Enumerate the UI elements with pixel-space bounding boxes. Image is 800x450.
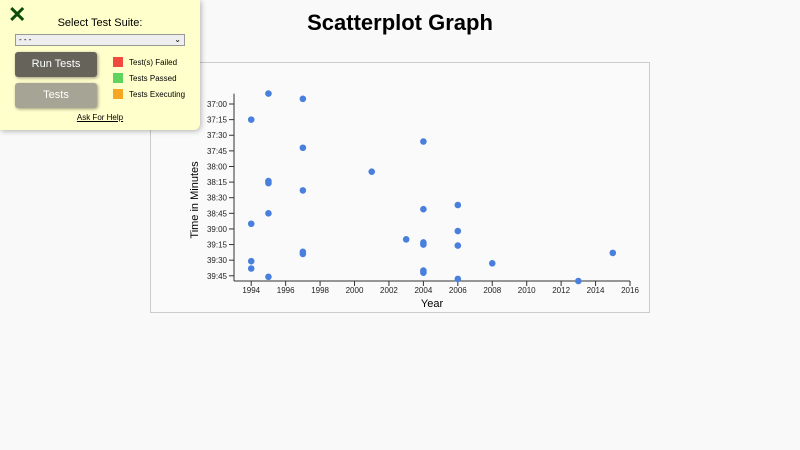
y-tick-label: 39:45 xyxy=(207,272,228,281)
dot[interactable] xyxy=(420,138,427,145)
legend-label: Test(s) Failed xyxy=(129,57,178,67)
x-axis-label: Year xyxy=(421,298,444,310)
y-tick-label: 39:15 xyxy=(207,241,228,250)
y-tick-label: 38:15 xyxy=(207,178,228,187)
x-tick-label: 2010 xyxy=(518,286,536,295)
y-tick: 37:00 xyxy=(207,100,234,109)
y-tick-label: 37:30 xyxy=(207,131,228,140)
legend-label: Tests Passed xyxy=(129,73,177,83)
x-tick: 2006 xyxy=(449,281,467,295)
dot[interactable] xyxy=(299,95,307,103)
x-tick: 1998 xyxy=(311,281,330,295)
chevron-down-icon: ⌄ xyxy=(174,35,181,44)
x-tick-label: 2002 xyxy=(380,286,398,295)
dot[interactable] xyxy=(454,201,462,209)
x-tick: 1994 xyxy=(242,281,261,295)
page-title: Scatterplot Graph xyxy=(307,10,493,35)
y-tick: 39:00 xyxy=(207,225,234,234)
failed-swatch xyxy=(113,57,123,67)
x-tick: 2002 xyxy=(380,281,398,295)
x-tick-label: 2012 xyxy=(552,286,570,295)
dot[interactable] xyxy=(609,249,617,257)
y-tick: 37:15 xyxy=(207,116,234,125)
y-tick-label: 38:45 xyxy=(207,209,228,218)
x-tick: 2000 xyxy=(346,281,364,295)
y-tick-label: 38:00 xyxy=(207,162,228,171)
x-tick-label: 2016 xyxy=(621,286,639,295)
dot[interactable] xyxy=(247,257,255,265)
legend-executing: Tests Executing xyxy=(113,89,185,99)
y-tick-label: 38:30 xyxy=(207,194,228,203)
x-tick: 2004 xyxy=(414,281,433,295)
dot[interactable] xyxy=(247,265,255,272)
x-tick-label: 2004 xyxy=(414,286,432,295)
y-tick: 38:45 xyxy=(207,209,234,218)
run-tests-button[interactable]: Run Tests xyxy=(15,52,97,77)
y-tick-label: 37:15 xyxy=(207,116,228,125)
y-tick: 37:45 xyxy=(207,147,234,156)
y-tick-label: 37:00 xyxy=(207,100,228,109)
test-suite-select[interactable]: - - - ⌄ xyxy=(15,34,185,46)
dot[interactable] xyxy=(265,273,272,281)
y-tick: 39:30 xyxy=(207,256,234,265)
passed-swatch xyxy=(113,73,123,83)
legend-label: Tests Executing xyxy=(129,89,186,99)
x-tick-label: 2000 xyxy=(346,286,364,295)
dot[interactable] xyxy=(420,205,427,213)
x-tick-label: 1996 xyxy=(277,286,295,295)
dot[interactable] xyxy=(420,241,427,248)
x-tick-label: 1994 xyxy=(242,286,260,295)
x-tick-label: 2008 xyxy=(483,286,501,295)
close-icon[interactable]: ✕ xyxy=(8,2,27,27)
y-tick: 39:15 xyxy=(207,241,234,250)
dot[interactable] xyxy=(265,90,272,97)
x-tick-label: 2014 xyxy=(587,286,605,295)
dot[interactable] xyxy=(420,269,427,276)
y-tick: 38:15 xyxy=(207,178,234,187)
dot[interactable] xyxy=(368,168,376,175)
dot[interactable] xyxy=(454,242,462,249)
executing-swatch xyxy=(113,89,123,99)
y-tick: 37:30 xyxy=(207,131,234,140)
tests-button[interactable]: Tests xyxy=(15,83,97,108)
x-tick: 2016 xyxy=(621,281,639,295)
dot[interactable] xyxy=(247,116,255,123)
x-tick-label: 2006 xyxy=(449,286,467,295)
dot[interactable] xyxy=(299,250,307,258)
x-tick: 2012 xyxy=(552,281,571,295)
dot[interactable] xyxy=(247,220,255,228)
y-tick-label: 39:30 xyxy=(207,256,228,265)
test-suite-panel: ✕ Select Test Suite: - - - ⌄ Run Tests Te… xyxy=(0,0,200,130)
dot[interactable] xyxy=(488,260,496,267)
dot[interactable] xyxy=(265,210,272,217)
dot[interactable] xyxy=(454,227,462,235)
x-tick: 2014 xyxy=(587,281,605,295)
select-value: - - - xyxy=(19,35,32,44)
dot[interactable] xyxy=(299,187,307,194)
select-test-suite-label: Select Test Suite: xyxy=(57,17,143,29)
y-axis-label: Time in Minutes xyxy=(189,161,201,239)
y-tick-label: 39:00 xyxy=(207,225,228,234)
y-tick-label: 37:45 xyxy=(207,147,228,156)
x-tick: 2008 xyxy=(483,281,502,295)
ask-for-help-link[interactable]: Ask For Help xyxy=(76,113,124,122)
legend-failed: Test(s) Failed xyxy=(113,57,177,67)
x-tick-label: 1998 xyxy=(311,286,329,295)
dot[interactable] xyxy=(575,277,582,285)
y-tick: 38:30 xyxy=(207,194,234,203)
dot[interactable] xyxy=(299,144,307,152)
y-tick: 39:45 xyxy=(207,272,234,281)
dot[interactable] xyxy=(402,236,410,243)
dot[interactable] xyxy=(265,179,272,187)
x-tick: 2010 xyxy=(518,281,536,295)
y-tick: 38:00 xyxy=(207,162,234,171)
legend-passed: Tests Passed xyxy=(113,73,177,83)
dot[interactable] xyxy=(454,275,462,283)
x-tick: 1996 xyxy=(277,281,295,295)
